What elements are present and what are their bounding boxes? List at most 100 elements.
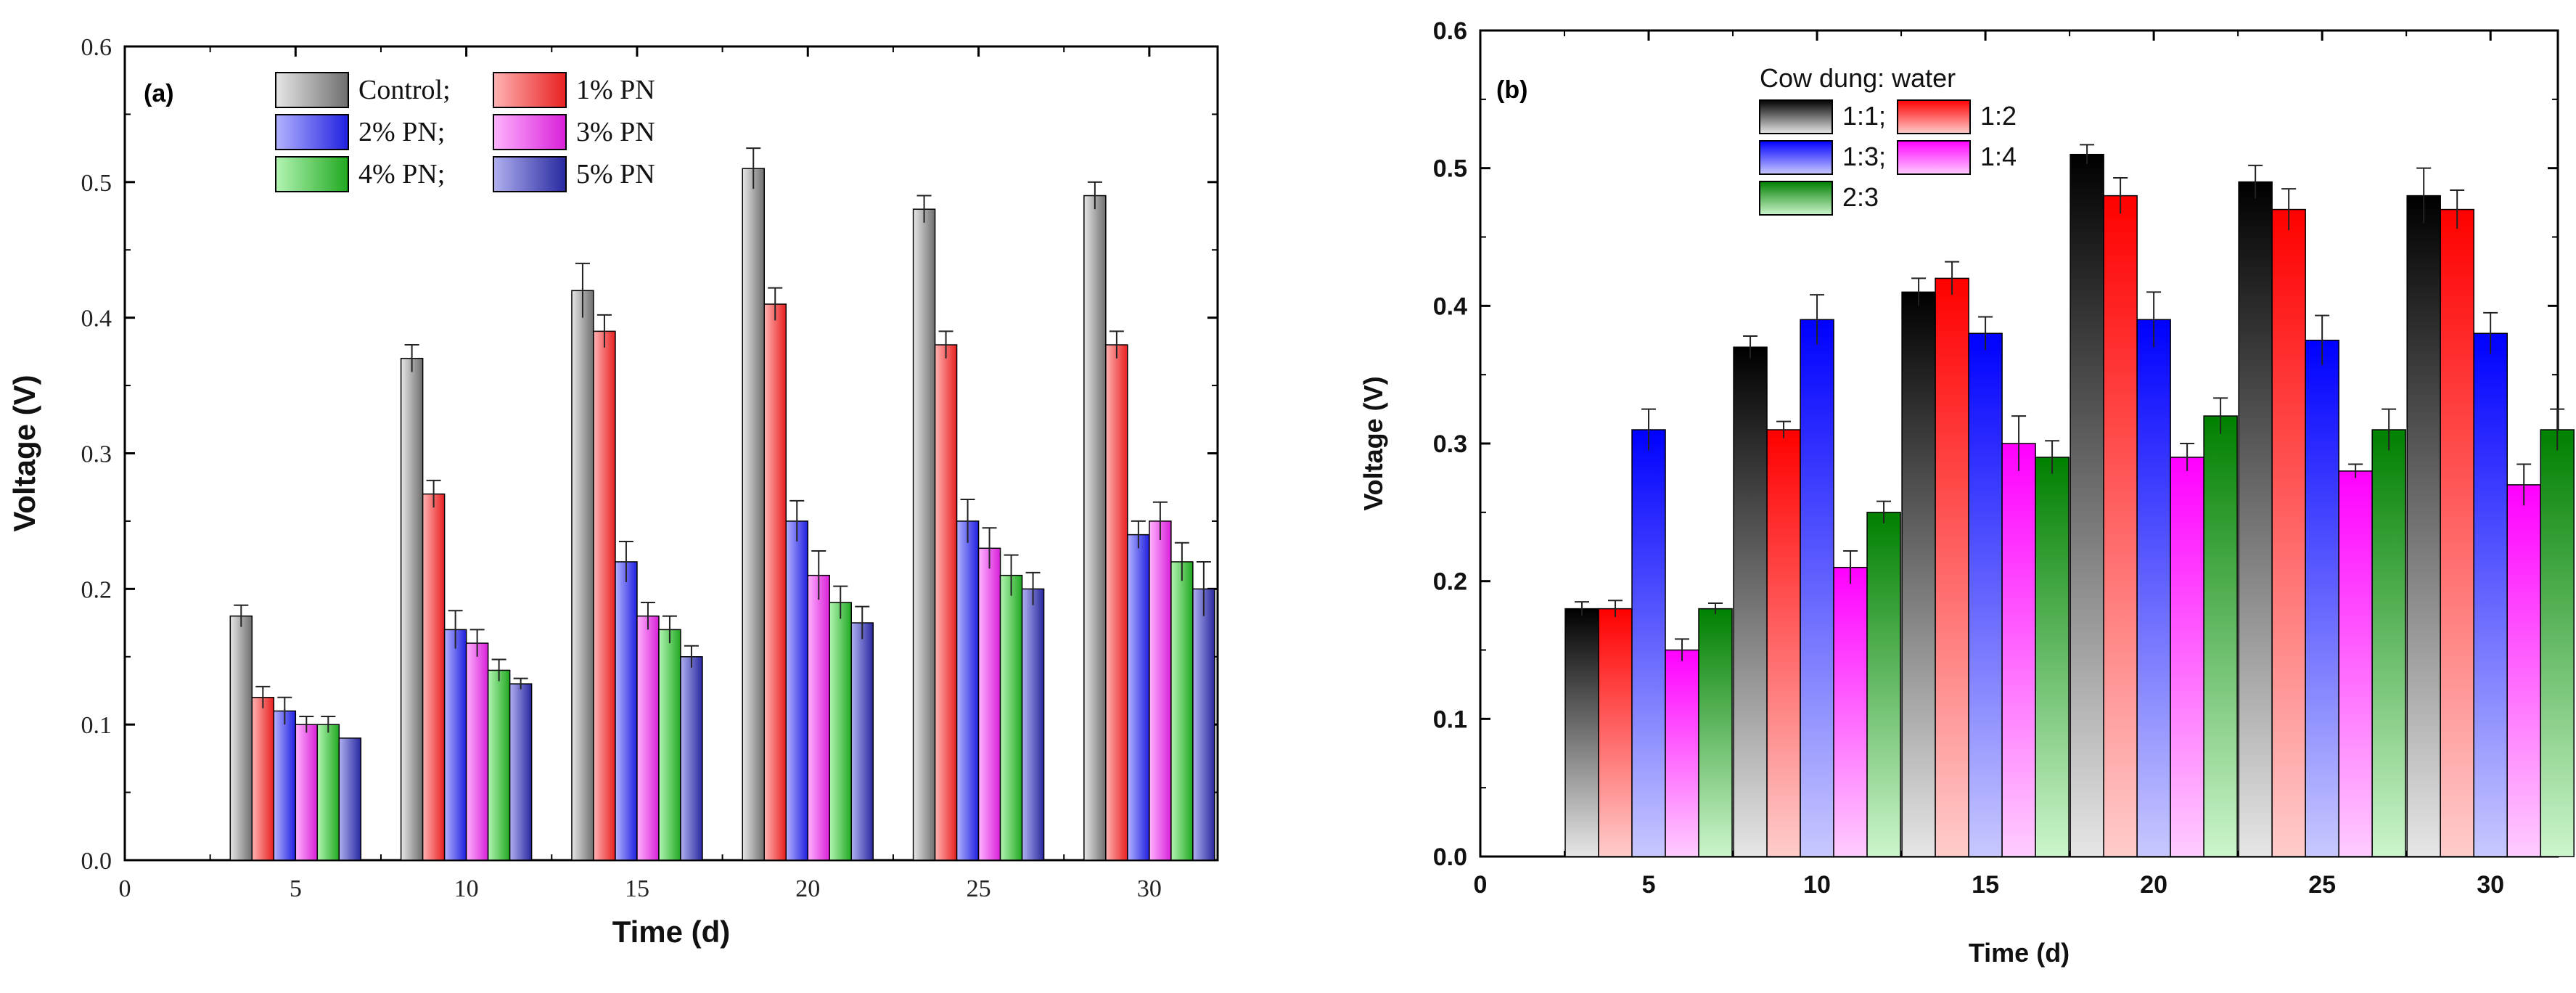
- legend-label: 1:1;: [1842, 101, 1886, 131]
- bar-3-pn: [977, 547, 1001, 861]
- x-tick-label: 20: [795, 875, 820, 902]
- bar-1-pn: [593, 330, 616, 861]
- bar-5-pn: [1021, 588, 1045, 861]
- bar-2-pn: [956, 520, 980, 861]
- legend-swatch: [275, 72, 349, 108]
- bar-2-3: [2203, 415, 2238, 857]
- bar-1-2: [2271, 208, 2306, 857]
- x-tick-label: 10: [1803, 871, 1831, 899]
- bar-1-pn: [251, 697, 275, 861]
- legend-label: 1:4: [1980, 142, 2017, 171]
- legend-label: 1% PN: [576, 75, 655, 105]
- bar-1-4: [2001, 443, 2036, 857]
- x-tick-label: 20: [2140, 871, 2167, 899]
- bar-1-3: [2305, 340, 2339, 857]
- bar-1-1: [1901, 291, 1936, 857]
- bar-control: [742, 168, 765, 861]
- y-axis-title: Voltage (V): [1358, 376, 1388, 510]
- bar-2-pn: [785, 520, 808, 861]
- legend-label: 5% PN: [576, 159, 655, 189]
- x-tick-label: 10: [454, 875, 479, 902]
- legend-swatch: [493, 114, 567, 150]
- bar-1-2: [2103, 195, 2138, 857]
- y-tick-label: 0.4: [1433, 293, 1467, 320]
- bar-control: [571, 290, 594, 861]
- y-tick-label: 0.3: [1433, 430, 1467, 458]
- x-tick-label: 15: [625, 875, 649, 902]
- x-tick-label: 15: [1972, 871, 1999, 899]
- legend-swatch: [1759, 140, 1833, 175]
- x-axis-title: Time (d): [612, 915, 731, 949]
- panel-label: (a): [144, 80, 174, 107]
- bar-4-pn: [658, 629, 681, 861]
- bar-control: [912, 208, 936, 861]
- y-tick-label: 0.6: [1433, 17, 1467, 45]
- y-tick-label: 0.1: [1433, 706, 1467, 733]
- x-tick-label: 0: [1474, 871, 1488, 899]
- x-tick-label: 25: [967, 875, 991, 902]
- legend-label: 1:3;: [1842, 142, 1886, 171]
- y-tick-label: 0.2: [81, 576, 112, 603]
- bar-4-pn: [316, 724, 340, 861]
- bar-1-4: [1665, 649, 1699, 857]
- bar-1-4: [1833, 566, 1868, 857]
- bar-1-pn: [1105, 344, 1128, 861]
- x-tick-label: 5: [1642, 871, 1656, 899]
- x-axis-title: Time (d): [1969, 938, 2070, 968]
- y-tick-label: 0.0: [81, 848, 112, 875]
- bar-3-pn: [636, 615, 660, 861]
- bar-4-pn: [1170, 561, 1194, 861]
- x-tick-label: 25: [2308, 871, 2336, 899]
- legend-swatch: [493, 156, 567, 192]
- bar-1-pn: [934, 344, 958, 861]
- y-axis-title: Voltage (V): [7, 375, 41, 531]
- legend-label: 4% PN;: [358, 159, 445, 189]
- bar-control: [1083, 195, 1107, 861]
- y-tick-label: 0.2: [1433, 568, 1467, 596]
- y-tick-label: 0.0: [1433, 843, 1467, 871]
- legend-label: 3% PN: [576, 117, 655, 147]
- chart-panel-a: 0.0 0.1 0.2 0.3 0.4 0.5 0.6 0 5 10 15 20 25 30 Time (d…: [7, 34, 1219, 949]
- bar-2-pn: [443, 629, 467, 861]
- y-tick-label: 0.6: [81, 34, 112, 61]
- legend-title: Cow dung: water: [1760, 63, 1956, 93]
- legend-label: 2:3: [1842, 182, 1879, 212]
- legend-swatch: [1759, 99, 1833, 134]
- bar-1-pn: [422, 493, 446, 861]
- bar-5-pn: [509, 683, 533, 861]
- bar-1-2: [1598, 608, 1633, 857]
- y-tick-label: 0.4: [81, 306, 112, 332]
- bar-1-1: [2406, 195, 2441, 857]
- x-tick-label: 30: [2477, 871, 2504, 899]
- bar-1-4: [2338, 470, 2373, 857]
- bar-1-1: [1564, 608, 1599, 857]
- bar-1-1: [2238, 181, 2273, 857]
- bar-3-pn: [295, 724, 319, 861]
- bar-5-pn: [850, 622, 874, 861]
- y-tick-label: 0.5: [81, 170, 112, 197]
- legend-swatch: [275, 156, 349, 192]
- bar-5-pn: [338, 737, 362, 861]
- legend-swatch: [1897, 99, 1971, 134]
- bar-3-pn: [807, 574, 830, 861]
- legend-label: 2% PN;: [358, 117, 445, 147]
- y-tick-label: 0.1: [81, 712, 112, 739]
- bar-1-pn: [763, 303, 787, 861]
- x-tick-label: 30: [1137, 875, 1162, 902]
- panel-label: (b): [1496, 76, 1527, 104]
- bar-1-2: [1766, 429, 1801, 857]
- bar-2-3: [1866, 512, 1901, 857]
- bar-2-3: [1698, 608, 1733, 857]
- bar-1-1: [1733, 346, 1768, 857]
- legend-swatch: [493, 72, 567, 108]
- bar-5-pn: [680, 656, 703, 861]
- x-tick-label: 0: [119, 875, 131, 902]
- bar-2-pn: [1127, 534, 1150, 861]
- bar-4-pn: [487, 669, 511, 861]
- chart-panel-b: 0.0 0.1 0.2 0.3 0.4 0.5 0.6 0 5 10 15 20 25 30 Time (d…: [1358, 17, 2575, 968]
- bar-1-3: [1800, 319, 1834, 857]
- bar-2-pn: [615, 561, 638, 861]
- bar-1-4: [2506, 484, 2541, 857]
- x-tick-label: 5: [290, 875, 302, 902]
- bar-1-3: [1631, 429, 1666, 857]
